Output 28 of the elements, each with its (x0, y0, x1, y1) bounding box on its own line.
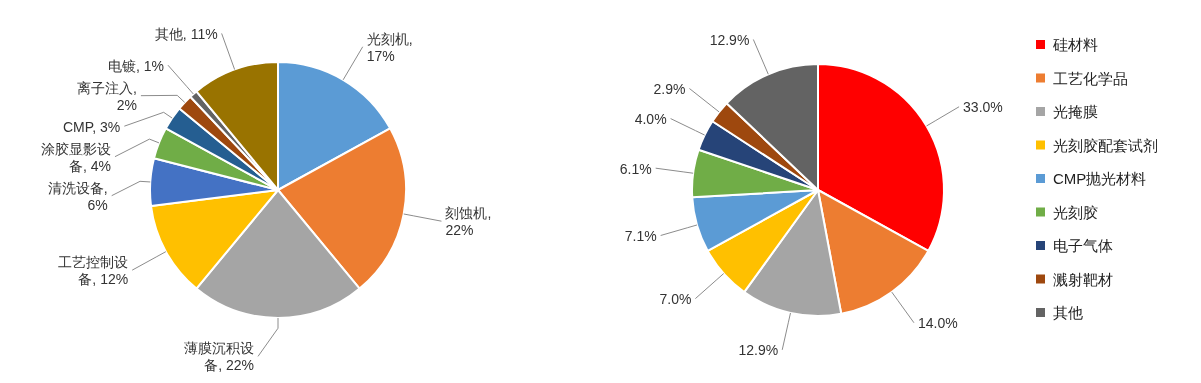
data-label: 2.9% (653, 81, 686, 98)
legend-label: 光刻胶配套试剂 (1053, 136, 1158, 154)
legend-label: 硅材料 (1052, 36, 1098, 53)
data-label: 33.0% (963, 99, 1003, 116)
legend-label: CMP抛光材料 (1053, 170, 1147, 187)
data-label: 12.9% (738, 342, 779, 359)
data-label: 电镀, 1% (107, 57, 164, 74)
data-label: 12.9% (709, 31, 750, 48)
data-label: 光刻机, 17% (366, 30, 413, 64)
legend-label: 电子气体 (1053, 237, 1113, 254)
data-label: 6.1% (619, 160, 652, 177)
data-label: 其他, 11% (154, 25, 218, 42)
legend-label: 其他 (1053, 304, 1083, 321)
legend-label: 光掩膜 (1053, 103, 1098, 120)
data-label: 4.0% (634, 111, 667, 128)
data-label: 离子注入, 2% (77, 79, 137, 113)
legend-label: 工艺化学品 (1053, 69, 1128, 87)
data-label: 刻蚀机, 22% (445, 205, 492, 239)
data-label: 清洗设备, 6% (47, 179, 108, 213)
data-label: CMP, 3% (63, 118, 121, 135)
data-label: 7.1% (624, 228, 657, 244)
data-label: 14.0% (917, 315, 958, 332)
data-label: 7.0% (659, 291, 692, 308)
data-label: 涂胶显影设备, 4% (40, 140, 111, 174)
legend-label: 光刻胶 (1053, 203, 1098, 221)
data-label: 薄膜沉积设备, 22% (184, 340, 254, 374)
data-label: 工艺控制设备, 12% (58, 254, 129, 288)
legend-label: 溅射靶材 (1053, 270, 1113, 288)
